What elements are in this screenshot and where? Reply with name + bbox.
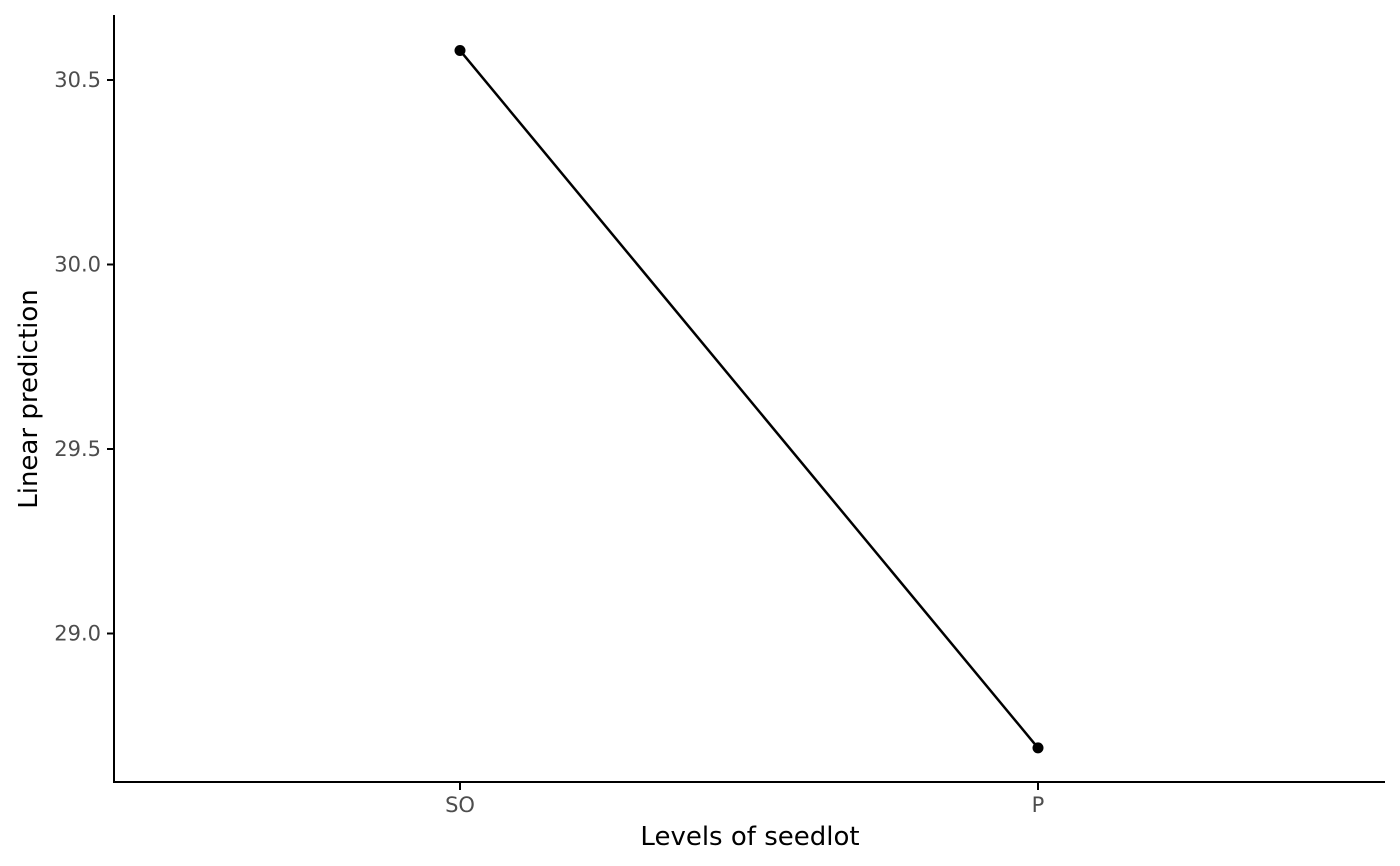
x-ticks: SO P [445, 783, 1044, 817]
y-axis-title: Linear prediction [14, 289, 44, 509]
series-line [459, 49, 1039, 749]
y-tick-label: 29.0 [54, 622, 101, 646]
data-point [454, 44, 466, 56]
x-tick-label: SO [445, 793, 475, 817]
y-tick-label: 30.5 [54, 68, 101, 92]
y-tick-label: 30.0 [54, 253, 101, 277]
x-axis-title: Levels of seedlot [640, 822, 859, 852]
y-tick-label: 29.5 [54, 437, 101, 461]
data-point [1032, 742, 1044, 754]
y-ticks: 29.0 29.5 30.0 30.5 [54, 68, 114, 646]
series [454, 44, 1044, 754]
axes [113, 15, 1385, 783]
x-tick-label: P [1032, 793, 1045, 817]
